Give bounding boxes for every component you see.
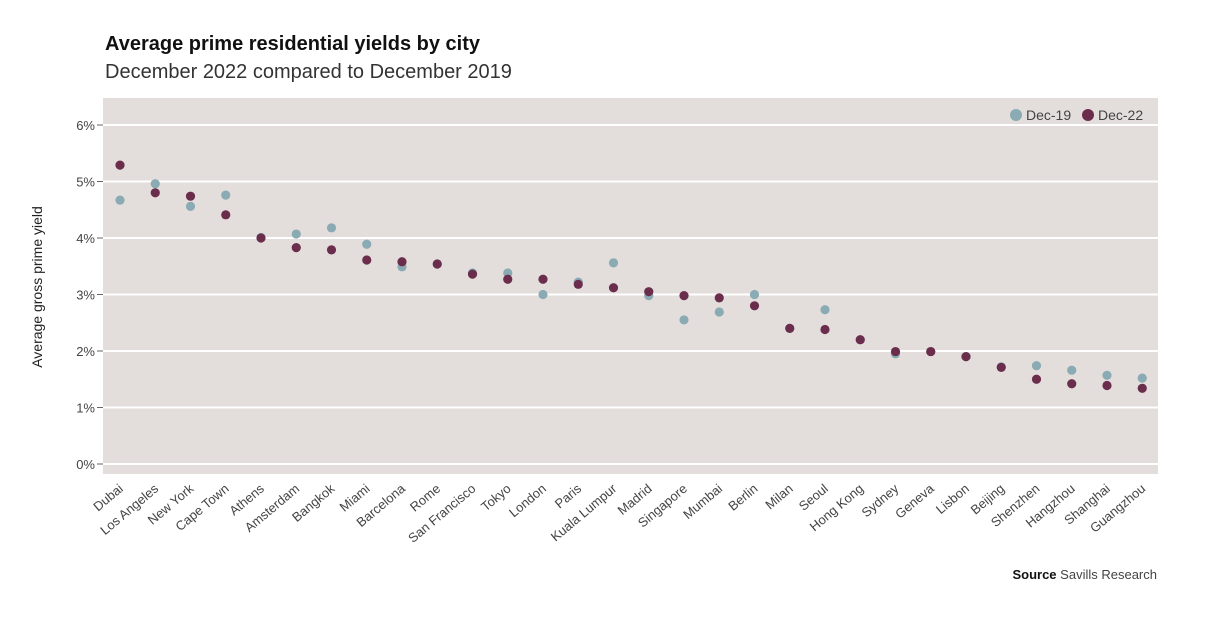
data-point bbox=[714, 307, 724, 317]
data-point bbox=[503, 274, 513, 284]
data-point bbox=[115, 195, 125, 205]
y-tick-label: 3% bbox=[76, 288, 95, 303]
x-tick-label: Geneva bbox=[892, 480, 937, 521]
data-point bbox=[714, 293, 724, 303]
data-point bbox=[573, 279, 583, 289]
data-point bbox=[608, 283, 619, 293]
data-point bbox=[1137, 383, 1147, 393]
data-point bbox=[291, 229, 301, 239]
data-point bbox=[679, 315, 689, 325]
y-tick-label: 0% bbox=[76, 457, 95, 472]
data-point bbox=[185, 191, 196, 201]
data-point bbox=[1102, 380, 1112, 391]
data-point bbox=[150, 188, 160, 198]
source-note: Source Savills Research bbox=[1012, 567, 1157, 582]
data-point bbox=[1067, 379, 1077, 389]
x-tick-label: Milan bbox=[762, 481, 795, 512]
data-point bbox=[467, 269, 478, 279]
x-tick-label: Berlin bbox=[725, 481, 760, 514]
data-point bbox=[1031, 374, 1042, 384]
data-point bbox=[326, 245, 337, 255]
x-tick-label: London bbox=[506, 481, 549, 520]
data-point bbox=[362, 255, 372, 265]
data-points bbox=[115, 160, 1147, 393]
data-point bbox=[608, 258, 619, 268]
data-point bbox=[644, 287, 654, 297]
data-point bbox=[855, 335, 865, 345]
source-label: Source bbox=[1012, 567, 1057, 582]
y-tick-label: 2% bbox=[76, 344, 95, 359]
data-point bbox=[432, 259, 442, 269]
y-tick-label: 6% bbox=[76, 118, 95, 133]
legend-label: Dec-19 bbox=[1026, 107, 1071, 123]
chart-subtitle: December 2022 compared to December 2019 bbox=[105, 61, 512, 83]
chart-title: Average prime residential yields by city bbox=[105, 33, 480, 55]
data-point bbox=[961, 352, 971, 362]
data-point bbox=[679, 291, 689, 301]
data-point bbox=[749, 289, 760, 300]
data-point bbox=[996, 362, 1006, 372]
data-point bbox=[221, 190, 231, 200]
data-point bbox=[1067, 365, 1077, 375]
y-axis-ticks: 0% 1% 2% 3% 4% 5% 6% bbox=[76, 118, 103, 472]
data-point bbox=[256, 233, 266, 243]
data-point bbox=[749, 301, 760, 311]
series-dec-22 bbox=[115, 160, 1147, 393]
data-point bbox=[820, 305, 830, 315]
x-tick-label: Lisbon bbox=[933, 481, 972, 517]
legend-label: Dec-22 bbox=[1098, 107, 1143, 123]
data-point bbox=[785, 323, 795, 333]
data-point bbox=[397, 257, 407, 267]
data-point bbox=[820, 324, 830, 335]
data-point bbox=[362, 239, 372, 249]
y-tick-label: 4% bbox=[76, 231, 95, 246]
legend: Dec-19 Dec-22 bbox=[1010, 107, 1143, 123]
data-point bbox=[185, 201, 196, 211]
data-point bbox=[890, 346, 901, 357]
data-point bbox=[326, 223, 337, 233]
source-text: Savills Research bbox=[1060, 567, 1157, 582]
data-point bbox=[221, 210, 231, 220]
gridlines bbox=[103, 124, 1158, 465]
legend-marker bbox=[1082, 109, 1094, 121]
data-point bbox=[538, 289, 548, 300]
x-tick-label: Mumbai bbox=[680, 481, 725, 522]
data-point bbox=[538, 274, 548, 284]
y-tick-label: 5% bbox=[76, 175, 95, 190]
plot-background bbox=[103, 98, 1158, 474]
data-point bbox=[1137, 373, 1147, 383]
data-point bbox=[150, 179, 160, 189]
legend-marker bbox=[1010, 109, 1022, 121]
y-axis-label: Average gross prime yield bbox=[29, 206, 45, 368]
x-tick-label: Kuala Lumpur bbox=[548, 480, 620, 544]
data-point bbox=[1031, 361, 1042, 371]
data-point bbox=[1102, 370, 1112, 380]
data-point bbox=[926, 346, 936, 357]
data-point bbox=[291, 243, 301, 253]
data-point bbox=[115, 160, 125, 170]
y-tick-label: 1% bbox=[76, 401, 95, 416]
